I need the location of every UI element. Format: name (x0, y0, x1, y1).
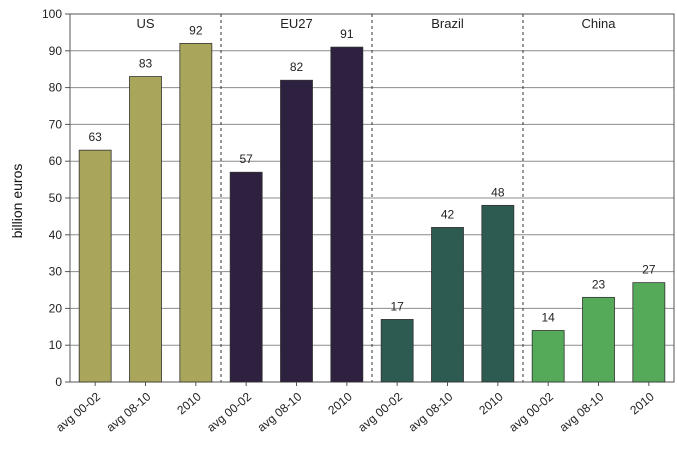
x-tick-label: 2010 (476, 389, 506, 417)
y-tick-label: 70 (49, 117, 63, 131)
y-axis-title: billion euros (9, 164, 25, 239)
bar-eu27-3 (330, 46, 364, 383)
value-label: 83 (139, 57, 153, 71)
x-tick-label: 2010 (325, 389, 355, 417)
y-tick-label: 30 (49, 265, 63, 279)
bar-brazil-2 (431, 227, 464, 383)
value-label: 82 (290, 60, 304, 74)
group-label-brazil: Brazil (431, 16, 464, 31)
bar-us-3 (179, 43, 213, 383)
x-tick-label: avg 00-02 (506, 389, 556, 434)
bar-china-3 (632, 282, 666, 383)
x-tick-label: avg 00-02 (53, 389, 103, 434)
group-label-eu27: EU27 (280, 16, 313, 31)
y-tick-label: 90 (49, 44, 63, 58)
value-label: 57 (239, 152, 253, 166)
y-tick-label: 50 (49, 191, 63, 205)
y-tick-label: 0 (55, 375, 62, 389)
y-tick-label: 100 (42, 7, 62, 21)
value-label: 63 (88, 130, 102, 144)
x-tick-label: avg 00-02 (355, 389, 405, 434)
x-tick-label: avg 00-02 (204, 389, 254, 434)
group-label-us: US (136, 16, 154, 31)
x-tick-label: 2010 (174, 389, 204, 417)
value-label: 17 (390, 299, 404, 313)
y-tick-label: 10 (49, 338, 63, 352)
y-tick-label: 80 (49, 81, 63, 95)
value-label: 92 (189, 23, 203, 37)
value-label: 14 (541, 310, 555, 324)
bar-china-2 (582, 296, 615, 383)
bar-brazil-1 (380, 319, 414, 383)
x-tick-label: avg 08-10 (557, 389, 607, 434)
value-label: 91 (340, 27, 354, 41)
x-tick-label: avg 08-10 (255, 389, 305, 434)
value-label: 48 (491, 185, 505, 199)
x-tick-label: avg 08-10 (104, 389, 154, 434)
y-tick-label: 60 (49, 154, 63, 168)
bar-brazil-3 (481, 204, 515, 383)
value-label: 23 (592, 277, 606, 291)
value-label: 42 (441, 207, 455, 221)
y-tick-label: 20 (49, 301, 63, 315)
bar-china-1 (531, 330, 565, 383)
x-tick-label: 2010 (627, 389, 657, 417)
x-tick-label: avg 08-10 (406, 389, 456, 434)
bar-us-2 (129, 76, 162, 383)
bar-eu27-1 (229, 171, 263, 383)
group-label-china: China (582, 16, 617, 31)
bar-eu27-2 (280, 79, 313, 383)
y-tick-label: 40 (49, 228, 63, 242)
value-label: 27 (642, 263, 656, 277)
bar-us-1 (78, 149, 112, 383)
